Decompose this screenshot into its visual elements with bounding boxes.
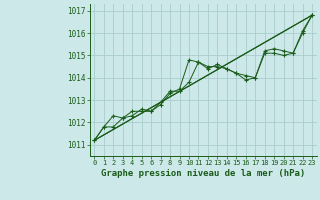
X-axis label: Graphe pression niveau de la mer (hPa): Graphe pression niveau de la mer (hPa) [101,169,305,178]
